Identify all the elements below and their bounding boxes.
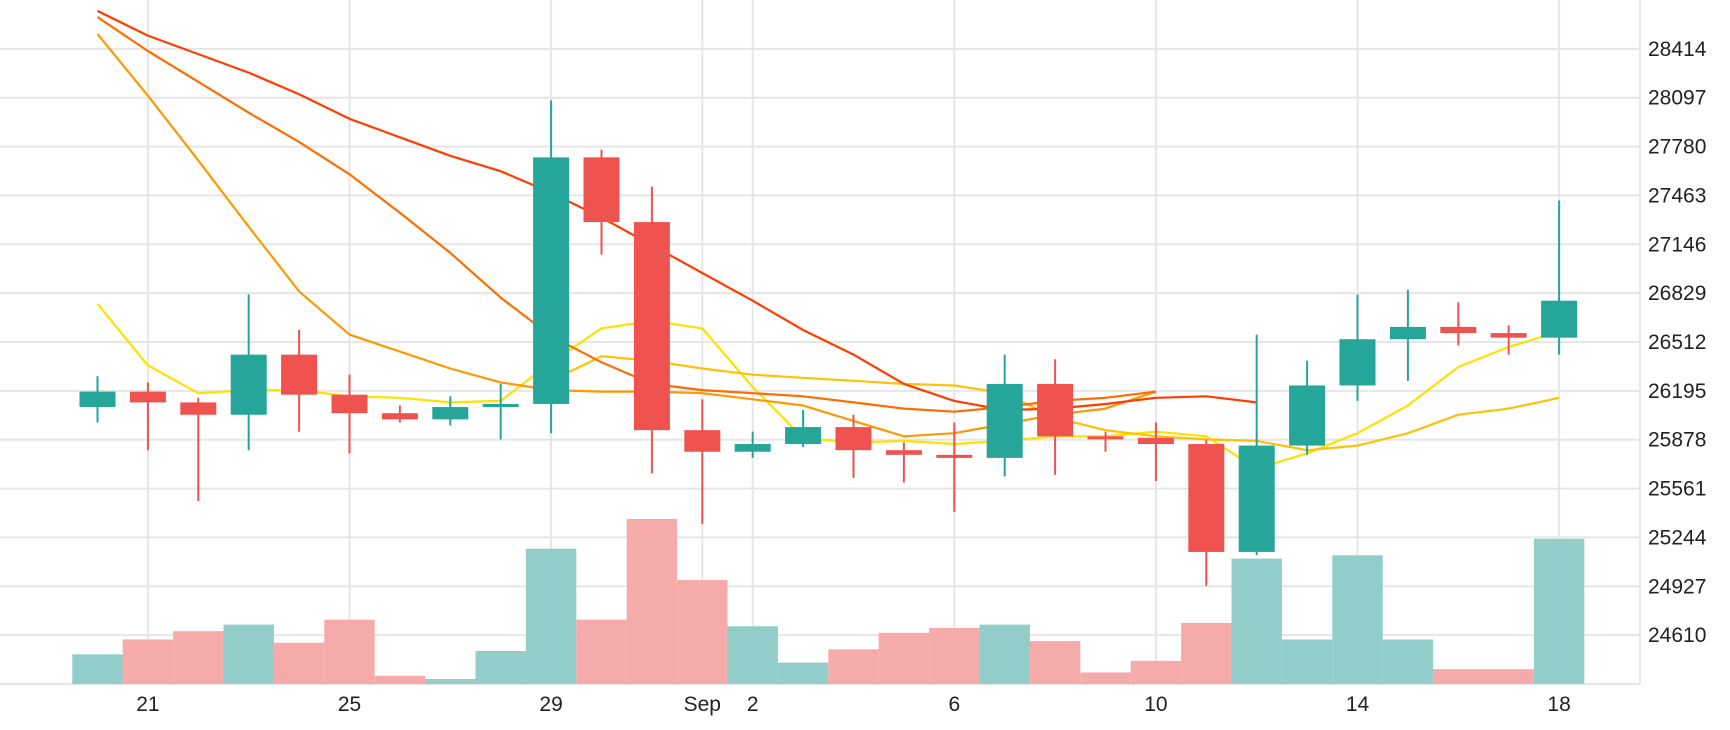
y-tick-label: 28097 [1648,87,1706,110]
y-tick-label: 26512 [1648,331,1706,354]
candle-body [1339,339,1376,386]
candle-body [432,407,469,420]
candle-body [936,454,973,458]
y-tick-label: 27780 [1648,136,1706,159]
x-tick-label: 25 [338,693,361,716]
candle-body [129,391,166,403]
x-tick-label: 2 [747,693,759,716]
x-tick-label: Sep [684,693,721,716]
y-tick-label: 25561 [1648,478,1706,501]
volume-bar [1029,641,1081,684]
volume-bar [878,632,930,684]
volume-bar [1130,660,1182,684]
candle-body [684,430,721,452]
volume-bar [727,626,778,684]
volume-bar [1433,669,1484,684]
volume-bar [173,631,224,684]
candle-body [1541,300,1578,338]
x-tick-label: 18 [1547,693,1570,716]
candle-body [785,427,822,445]
x-tick-label: 29 [539,693,562,716]
volume-bar [475,651,526,684]
volume-bar [273,642,325,684]
volume-bar [1483,669,1534,684]
candle-body [1440,326,1477,334]
volume-bar [677,580,728,684]
candle-body [986,383,1023,458]
candle-body [1037,383,1074,437]
ma-line [96,16,1157,413]
candle-body [734,444,771,452]
volume-bar [626,519,678,684]
candle-body [583,157,620,223]
candle-body [1238,445,1275,552]
candle-body [1087,436,1124,440]
candle-body [633,222,670,431]
volume-bar [929,627,980,684]
moving-average-lines [96,9,1560,470]
candle-body [1389,326,1426,340]
y-axis: 28414 28097 27780 27463 27146 26829 26512 26195… [1648,38,1707,647]
candle-body [1137,437,1174,445]
y-tick-label: 25244 [1648,526,1707,549]
candle-body [1289,385,1326,446]
candle-body [230,354,267,415]
candle-body [79,391,116,408]
y-tick-label: 24610 [1648,624,1706,647]
volume-bar [777,662,829,684]
volume-bar [1533,538,1585,684]
y-tick-label: 28414 [1648,38,1707,61]
y-tick-label: 26829 [1648,282,1706,305]
volume-bar [374,675,426,684]
candle-body [331,394,368,414]
candle-body [533,157,570,404]
volume-bar [1281,639,1333,684]
x-tick-label: 6 [948,693,960,716]
candle-body [1188,444,1225,552]
y-tick-label: 24927 [1648,575,1706,598]
y-tick-label: 26195 [1648,380,1706,403]
volume-bar [122,639,174,684]
y-tick-label: 25878 [1648,429,1706,452]
x-tick-label: 14 [1346,693,1370,716]
volume-bar [576,619,627,684]
candle-body [281,354,318,395]
candle-body [381,413,418,420]
candle-body [885,450,922,455]
candles [79,100,1578,586]
volume-bar [828,649,879,684]
grid [0,0,1641,685]
volume-bar [525,548,577,684]
volume-bar [1080,672,1131,684]
volume-bar [1382,639,1434,684]
volume-bar [1181,622,1232,684]
volume-bar [425,679,476,684]
y-tick-label: 27463 [1648,184,1706,207]
volume-bar [72,654,123,684]
volume-bars [72,519,1585,684]
x-tick-label: 21 [136,693,159,716]
volume-bar [324,619,375,684]
candle-body [1490,333,1527,338]
ma-line [96,33,1157,438]
volume-bar [1231,558,1282,684]
candle-body [482,403,519,408]
volume-bar [979,624,1030,684]
candle-body [835,427,872,451]
x-tick-label: 10 [1144,693,1167,716]
candle-body [180,402,217,415]
x-axis: 21 25 29 Sep 2 6 10 14 18 [136,693,1571,716]
volume-bar [1332,555,1383,684]
y-tick-label: 27146 [1648,233,1706,256]
volume-bar [223,624,274,684]
ma-line [97,9,1257,412]
